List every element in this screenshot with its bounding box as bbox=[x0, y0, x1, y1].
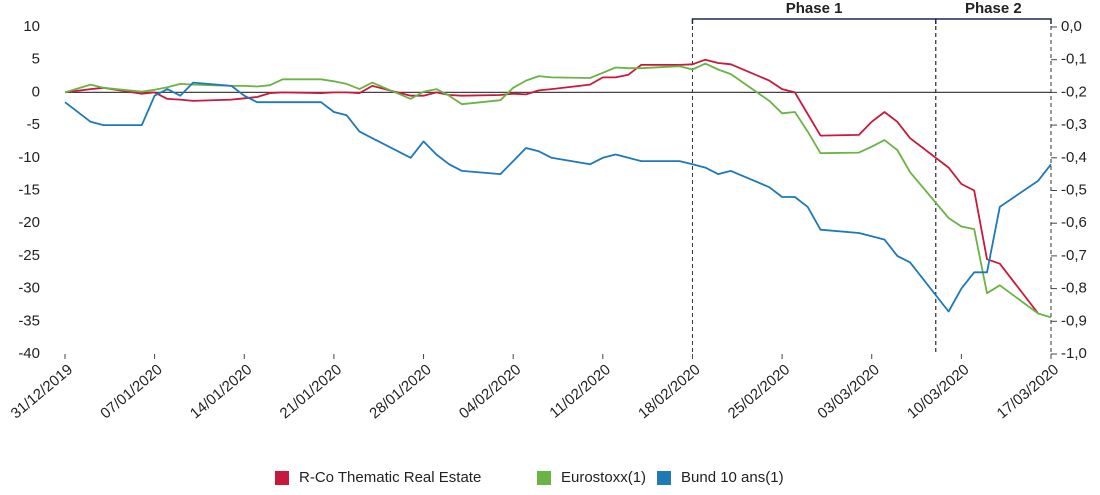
legend-label: Bund 10 ans(1) bbox=[681, 469, 784, 486]
phase-bracket bbox=[935, 18, 1052, 24]
x-tick-label: 14/01/2020 bbox=[187, 361, 255, 422]
legend-swatch bbox=[537, 471, 551, 485]
x-tick-label: 07/01/2020 bbox=[97, 361, 165, 422]
y-tick-label: 0 bbox=[32, 83, 40, 100]
y2-tick-label: -0,7 bbox=[1061, 247, 1087, 264]
y2-tick-label: -1,0 bbox=[1061, 345, 1087, 362]
x-tick-label: 25/02/2020 bbox=[725, 361, 793, 422]
y-tick-label: -30 bbox=[18, 280, 40, 297]
y2-tick-label: 0,0 bbox=[1061, 18, 1082, 35]
phase-label: Phase 2 bbox=[965, 0, 1022, 17]
x-tick-label: 10/03/2020 bbox=[904, 361, 972, 422]
x-tick-label: 31/12/2019 bbox=[8, 361, 76, 422]
phase-label: Phase 1 bbox=[786, 0, 843, 17]
y-tick-label: -35 bbox=[18, 312, 40, 329]
x-tick-label: 11/02/2020 bbox=[546, 361, 614, 422]
x-tick-label: 04/02/2020 bbox=[456, 361, 524, 422]
x-tick-label: 21/01/2020 bbox=[277, 361, 345, 422]
x-tick-label: 28/01/2020 bbox=[366, 361, 434, 422]
legend-label: Eurostoxx(1) bbox=[561, 469, 646, 486]
y2-tick-label: -0,4 bbox=[1061, 149, 1087, 166]
series-line bbox=[64, 81, 1052, 313]
y-tick-label: -40 bbox=[18, 345, 40, 362]
legend-label: R-Co Thematic Real Estate bbox=[299, 469, 481, 486]
legend-swatch bbox=[275, 471, 289, 485]
y2-tick-label: -0,8 bbox=[1061, 280, 1087, 297]
y2-tick-label: -0,1 bbox=[1061, 51, 1087, 68]
legend-swatch bbox=[657, 471, 671, 485]
y2-tick-label: -0,9 bbox=[1061, 312, 1087, 329]
y2-tick-label: -0,5 bbox=[1061, 181, 1087, 198]
phase-bracket bbox=[691, 18, 937, 24]
x-tick-label: 18/02/2020 bbox=[635, 361, 703, 422]
series-line bbox=[64, 62, 1052, 319]
y2-tick-label: -0,2 bbox=[1061, 83, 1087, 100]
y-tick-label: -5 bbox=[27, 116, 40, 133]
y-tick-label: -10 bbox=[18, 149, 40, 166]
series-line bbox=[64, 58, 1039, 315]
y-tick-label: -20 bbox=[18, 214, 40, 231]
y-tick-label: 5 bbox=[32, 51, 40, 68]
y-tick-label: -15 bbox=[18, 181, 40, 198]
x-tick-label: 03/03/2020 bbox=[814, 361, 882, 422]
y-tick-label: -25 bbox=[18, 247, 40, 264]
y2-tick-label: -0,6 bbox=[1061, 214, 1087, 231]
x-tick-label: 17/03/2020 bbox=[994, 361, 1062, 422]
y2-tick-label: -0,3 bbox=[1061, 116, 1087, 133]
y-tick-label: 10 bbox=[23, 18, 40, 35]
